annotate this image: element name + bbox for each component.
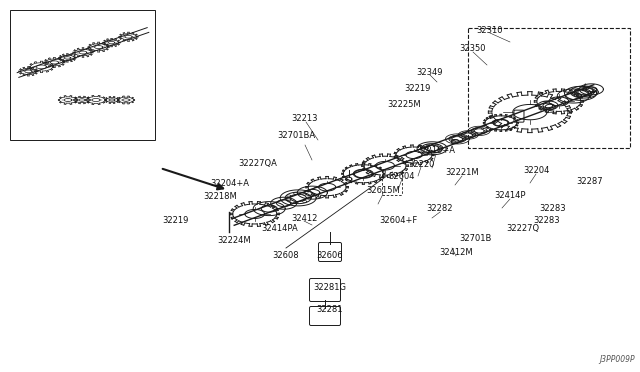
Text: 32608: 32608 xyxy=(273,250,300,260)
Text: 32349: 32349 xyxy=(417,67,444,77)
Text: 32604: 32604 xyxy=(388,171,415,180)
Text: 32218M: 32218M xyxy=(203,192,237,201)
Text: 32412M: 32412M xyxy=(439,247,473,257)
Text: 32414PA: 32414PA xyxy=(262,224,298,232)
Text: 32283: 32283 xyxy=(540,203,566,212)
Text: 32282: 32282 xyxy=(427,203,453,212)
Text: 32283: 32283 xyxy=(534,215,560,224)
Text: 32281: 32281 xyxy=(317,305,343,314)
Text: 32219: 32219 xyxy=(404,83,430,93)
Text: 32219+A: 32219+A xyxy=(417,145,456,154)
Text: J3PP009P: J3PP009P xyxy=(600,355,635,364)
Text: 32414P: 32414P xyxy=(494,190,525,199)
Text: 32350: 32350 xyxy=(460,44,486,52)
Text: 32701B: 32701B xyxy=(459,234,491,243)
Bar xyxy=(10,10,155,140)
Text: 32227QA: 32227QA xyxy=(239,158,277,167)
Text: 32604+F: 32604+F xyxy=(379,215,417,224)
Text: 32606: 32606 xyxy=(317,250,343,260)
Text: 32204+A: 32204+A xyxy=(211,179,250,187)
Text: 32221M: 32221M xyxy=(445,167,479,176)
Text: 32224M: 32224M xyxy=(217,235,251,244)
Text: 32412: 32412 xyxy=(291,214,317,222)
Text: 32204: 32204 xyxy=(523,166,549,174)
Bar xyxy=(468,28,630,148)
Text: 32287: 32287 xyxy=(577,176,604,186)
Text: 32220: 32220 xyxy=(408,160,434,169)
Text: 32227Q: 32227Q xyxy=(506,224,540,232)
Text: 32213: 32213 xyxy=(292,113,318,122)
Text: 32281G: 32281G xyxy=(314,283,346,292)
Text: 32701BA: 32701BA xyxy=(277,131,315,140)
Text: 32310: 32310 xyxy=(477,26,503,35)
Text: 32615M: 32615M xyxy=(366,186,400,195)
Text: 32225M: 32225M xyxy=(387,99,421,109)
Text: 32219: 32219 xyxy=(162,215,188,224)
